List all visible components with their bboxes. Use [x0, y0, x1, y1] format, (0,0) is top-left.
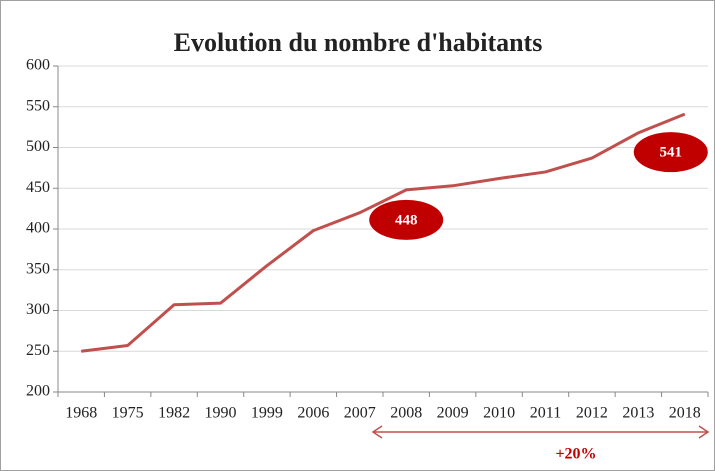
x-tick-label: 2009 [437, 405, 469, 422]
x-tick-label: 2013 [622, 405, 654, 422]
y-tick-label: 350 [26, 260, 50, 277]
y-tick-label: 450 [26, 179, 50, 196]
x-tick-label: 2007 [344, 405, 376, 422]
y-tick-label: 600 [26, 57, 50, 74]
x-tick-label: 2018 [669, 405, 701, 422]
x-tick-label: 2008 [390, 405, 422, 422]
label-bubble [369, 199, 444, 240]
y-tick-label: 200 [26, 383, 50, 400]
x-tick-label: 1999 [251, 405, 283, 422]
data-line [81, 112, 686, 353]
y-tick-label: 300 [26, 301, 50, 318]
x-tick-label: 1990 [205, 405, 237, 422]
label-bubble [633, 132, 708, 173]
annotation: +20% [555, 446, 596, 463]
x-tick-label: 1982 [158, 405, 190, 422]
x-tick-label: 2011 [530, 405, 561, 422]
x-tick-label: 1968 [65, 405, 97, 422]
y-tick-label: 550 [26, 97, 50, 114]
x-tick-label: 2006 [297, 405, 329, 422]
arrow-head [698, 425, 710, 439]
y-tick-label: 500 [26, 138, 50, 155]
x-tick-label: 1975 [112, 405, 144, 422]
y-tick-label: 250 [26, 342, 50, 359]
data-label: 448 [395, 212, 418, 228]
data-label: 541 [660, 145, 683, 161]
chart-title: Evolution du nombre d'habitants [174, 28, 543, 57]
arrow-head [371, 425, 383, 439]
x-tick-label: 2010 [483, 405, 515, 422]
y-tick-label: 400 [26, 220, 50, 237]
x-tick-label: 2012 [576, 405, 608, 422]
